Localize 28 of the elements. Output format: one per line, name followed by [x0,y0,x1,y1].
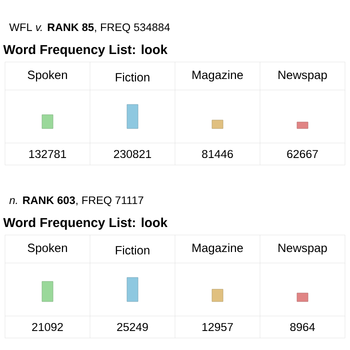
bar [212,288,224,302]
bar [296,122,308,129]
data-label: 25249 [117,322,148,332]
bar [42,281,54,302]
bar [212,120,224,129]
x-tick-label: Spoken [28,70,67,82]
data-label: 81446 [202,150,233,158]
x-tick-label: Fiction [116,246,150,254]
data-label: 8964 [290,322,315,332]
x-tick-label: Spoken [28,243,67,254]
x-tick-label: Magazine [192,70,243,82]
bar [296,292,308,302]
data-label: 132781 [29,150,66,158]
data-label: 21092 [32,322,63,332]
data-label: 12957 [202,322,233,332]
x-tick-label: Newspap [278,70,327,82]
bar [126,277,138,302]
bar [126,104,138,129]
data-label: 230821 [114,150,152,158]
data-label: 62667 [287,150,318,158]
bar [42,114,54,129]
x-tick-label: Newspap [278,244,327,254]
x-tick-label: Fiction [116,72,150,82]
x-tick-label: Magazine [192,243,243,254]
chart-title: Word Frequency List: look [3,218,168,230]
chart-subtitle: n. RANK 603, FREQ 71117 [9,196,144,206]
chart-title: Word Frequency List: look [3,44,168,57]
chart-subtitle: WFL v. RANK 85, FREQ 534884 [9,23,170,34]
